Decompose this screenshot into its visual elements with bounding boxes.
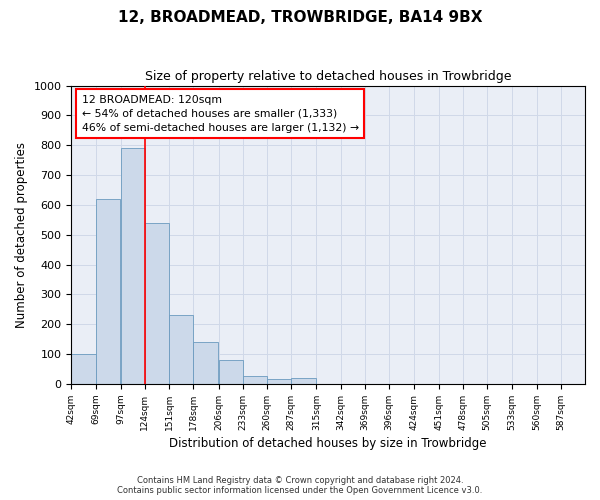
Bar: [243, 376, 267, 384]
Text: 12, BROADMEAD, TROWBRIDGE, BA14 9BX: 12, BROADMEAD, TROWBRIDGE, BA14 9BX: [118, 10, 482, 25]
Bar: [95, 199, 120, 384]
Bar: [71, 354, 95, 384]
Bar: [193, 342, 218, 384]
Y-axis label: Number of detached properties: Number of detached properties: [15, 142, 28, 328]
X-axis label: Distribution of detached houses by size in Trowbridge: Distribution of detached houses by size …: [169, 437, 487, 450]
Bar: [169, 316, 193, 384]
Bar: [267, 380, 292, 384]
Bar: [292, 378, 316, 384]
Text: 12 BROADMEAD: 120sqm
← 54% of detached houses are smaller (1,333)
46% of semi-de: 12 BROADMEAD: 120sqm ← 54% of detached h…: [82, 94, 359, 132]
Bar: [218, 360, 243, 384]
Title: Size of property relative to detached houses in Trowbridge: Size of property relative to detached ho…: [145, 70, 511, 83]
Text: Contains HM Land Registry data © Crown copyright and database right 2024.
Contai: Contains HM Land Registry data © Crown c…: [118, 476, 482, 495]
Bar: [145, 223, 169, 384]
Bar: [121, 148, 145, 384]
